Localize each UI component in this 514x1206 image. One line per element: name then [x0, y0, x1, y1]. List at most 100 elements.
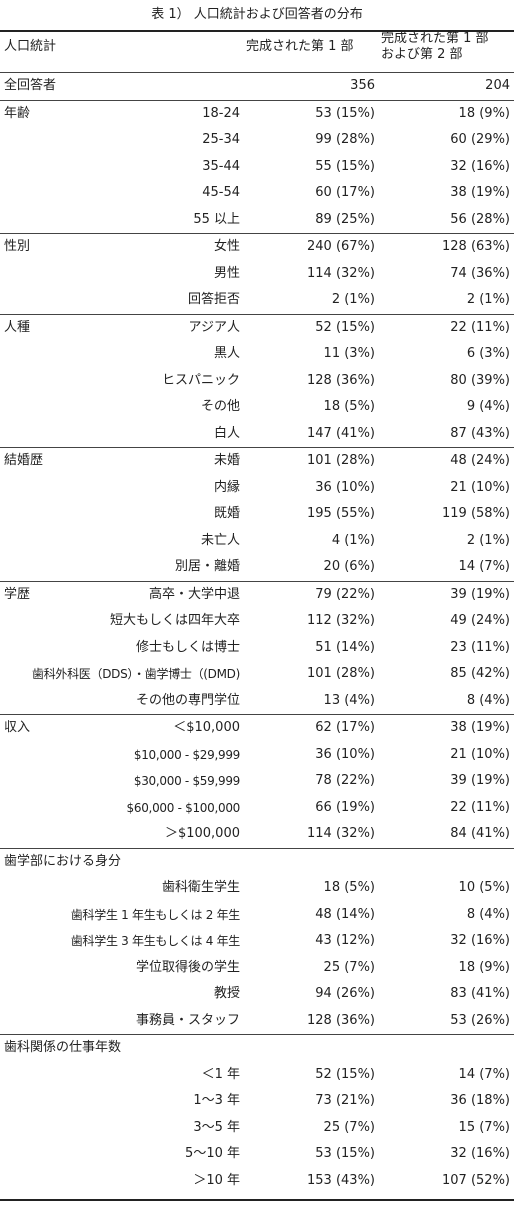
row-col2-value: 18 (9%) [458, 959, 510, 975]
group-rule [0, 580, 514, 582]
row-subcategory: ヒスパニック [161, 372, 240, 388]
table-row: 学歴 高卒・大学中退 79 (22%) 39 (19%) [0, 582, 514, 609]
row-subcategory: 45-54 [202, 185, 240, 200]
row-col2-value: 2 (1%) [466, 532, 510, 548]
table-row: 歯科外科医（DDS）・歯学博士（(DMD) 101 (28%) 85 (42%) [0, 661, 514, 688]
table-row: 別居・離婚 20 (6%) 14 (7%) [0, 554, 514, 581]
table-row: 教授 94 (26%) 83 (41%) [0, 981, 514, 1008]
table-row: 25-34 99 (28%) 60 (29%) [0, 127, 514, 154]
group-label: 学歴 [4, 586, 31, 602]
top-rule [0, 30, 514, 32]
table-row: 修士もしくは博士 51 (14%) 23 (11%) [0, 635, 514, 662]
row-col2-value: 2 (1%) [466, 292, 510, 307]
group-rule [0, 847, 514, 849]
row-col1-value: 153 (43%) [307, 1172, 375, 1188]
row-col2-value: 18 (9%) [458, 105, 510, 121]
row-subcategory: ＞10 年 [193, 1172, 240, 1188]
row-col2-value: 39 (19%) [450, 773, 510, 788]
row-col1-value: 79 (22%) [315, 586, 375, 602]
table-row: 55 以上 89 (25%) 56 (28%) [0, 207, 514, 234]
table-header: 人口統計 完成された第 1 部 完成された第 1 部 および第 2 部 [0, 30, 514, 72]
row-subcategory: 18-24 [202, 105, 240, 121]
row-col1-value: 11 (3%) [323, 346, 375, 361]
row-col2-value: 32 (16%) [450, 1146, 510, 1161]
row-col1-value: 25 (7%) [323, 959, 375, 975]
row-col2-value: 22 (11%) [450, 799, 510, 815]
table-row: 35-44 55 (15%) 32 (16%) [0, 154, 514, 181]
row-col1-value: 48 (14%) [315, 906, 375, 922]
table-row: $30,000 - $59,999 78 (22%) 39 (19%) [0, 768, 514, 795]
table-row: 年齢 18-24 53 (15%) 18 (9%) [0, 101, 514, 128]
bottom-rule [0, 1199, 514, 1201]
row-subcategory: 教授 [213, 986, 240, 1001]
header-col1: 完成された第 1 部 [246, 39, 354, 54]
group-header-row: 歯科関係の仕事年数 [0, 1035, 514, 1062]
total-row: 全回答者 356 204 [0, 73, 514, 100]
row-col1-value: 112 (32%) [307, 613, 375, 628]
table-row: ＞10 年 153 (43%) 107 (52%) [0, 1168, 514, 1195]
row-col2-value: 60 (29%) [450, 132, 510, 147]
row-col2-value: 85 (42%) [450, 666, 510, 681]
row-col2-value: 32 (16%) [450, 158, 510, 174]
table-row: 既婚 195 (55%) 119 (58%) [0, 501, 514, 528]
table-row: 45-54 60 (17%) 38 (19%) [0, 180, 514, 207]
row-col2-value: 8 (4%) [466, 692, 510, 708]
row-subcategory: 歯科衛生学生 [161, 880, 240, 895]
row-subcategory: アジア人 [188, 319, 240, 335]
row-col2-value: 48 (24%) [450, 453, 510, 468]
row-subcategory: 55 以上 [193, 211, 240, 227]
table-row: ＜1 年 52 (15%) 14 (7%) [0, 1062, 514, 1089]
row-col2-value: 14 (7%) [458, 1066, 510, 1082]
table-row: 5～10 年 53 (15%) 32 (16%) [0, 1141, 514, 1168]
row-col2-value: 83 (41%) [450, 986, 510, 1001]
row-subcategory: 男性 [213, 265, 240, 281]
total-col1: 356 [350, 78, 375, 93]
row-subcategory: $10,000 - $29,999 [133, 747, 240, 762]
table-row: その他 18 (5%) 9 (4%) [0, 394, 514, 421]
row-subcategory: 歯科学生 1 年生もしくは 2 年生 [70, 907, 240, 922]
row-col1-value: 101 (28%) [307, 453, 375, 468]
row-subcategory: 35-44 [202, 158, 240, 174]
row-subcategory: ＜1 年 [201, 1066, 240, 1082]
row-col2-value: 38 (19%) [450, 720, 510, 735]
table-row: 黒人 11 (3%) 6 (3%) [0, 341, 514, 368]
row-subcategory: 黒人 [213, 346, 240, 361]
table-row: その他の専門学位 13 (4%) 8 (4%) [0, 688, 514, 715]
total-col2: 204 [485, 78, 510, 93]
group-label: 収入 [4, 720, 31, 735]
group-label: 結婚歴 [4, 453, 44, 468]
row-col1-value: 62 (17%) [315, 720, 375, 735]
row-subcategory: 歯科学生 3 年生もしくは 4 年生 [70, 934, 240, 948]
group-rule [0, 99, 514, 101]
table-row: 未亡人 4 (1%) 2 (1%) [0, 528, 514, 555]
row-col2-value: 36 (18%) [450, 1093, 510, 1108]
group-label: 年齢 [4, 105, 31, 121]
row-col2-value: 6 (3%) [466, 346, 510, 361]
row-col1-value: 36 (10%) [315, 479, 375, 495]
table-row: 白人 147 (41%) 87 (43%) [0, 421, 514, 448]
row-subcategory: 25-34 [202, 132, 240, 147]
group-label: 性別 [4, 239, 31, 254]
group-header-row: 歯学部における身分 [0, 849, 514, 876]
row-col1-value: 18 (5%) [323, 880, 375, 895]
row-subcategory: $30,000 - $59,999 [133, 774, 240, 788]
row-col1-value: 13 (4%) [323, 692, 375, 708]
row-col2-value: 22 (11%) [450, 319, 510, 335]
table-row: 3～5 年 25 (7%) 15 (7%) [0, 1115, 514, 1142]
row-col2-value: 80 (39%) [450, 372, 510, 388]
row-col1-value: 20 (6%) [323, 559, 375, 574]
row-col1-value: 128 (36%) [307, 1012, 375, 1028]
row-col1-value: 52 (15%) [315, 319, 375, 335]
header-rule [0, 72, 514, 73]
row-col2-value: 74 (36%) [450, 265, 510, 281]
table-row: 人種 アジア人 52 (15%) 22 (11%) [0, 315, 514, 342]
row-col2-value: 8 (4%) [466, 906, 510, 922]
row-subcategory: 女性 [213, 239, 240, 254]
row-col2-value: 23 (11%) [450, 639, 510, 655]
row-subcategory: 既婚 [213, 506, 240, 521]
row-col2-value: 38 (19%) [450, 185, 510, 200]
row-col1-value: 128 (36%) [307, 372, 375, 388]
row-subcategory: 別居・離婚 [174, 559, 240, 574]
row-col1-value: 114 (32%) [307, 265, 375, 281]
